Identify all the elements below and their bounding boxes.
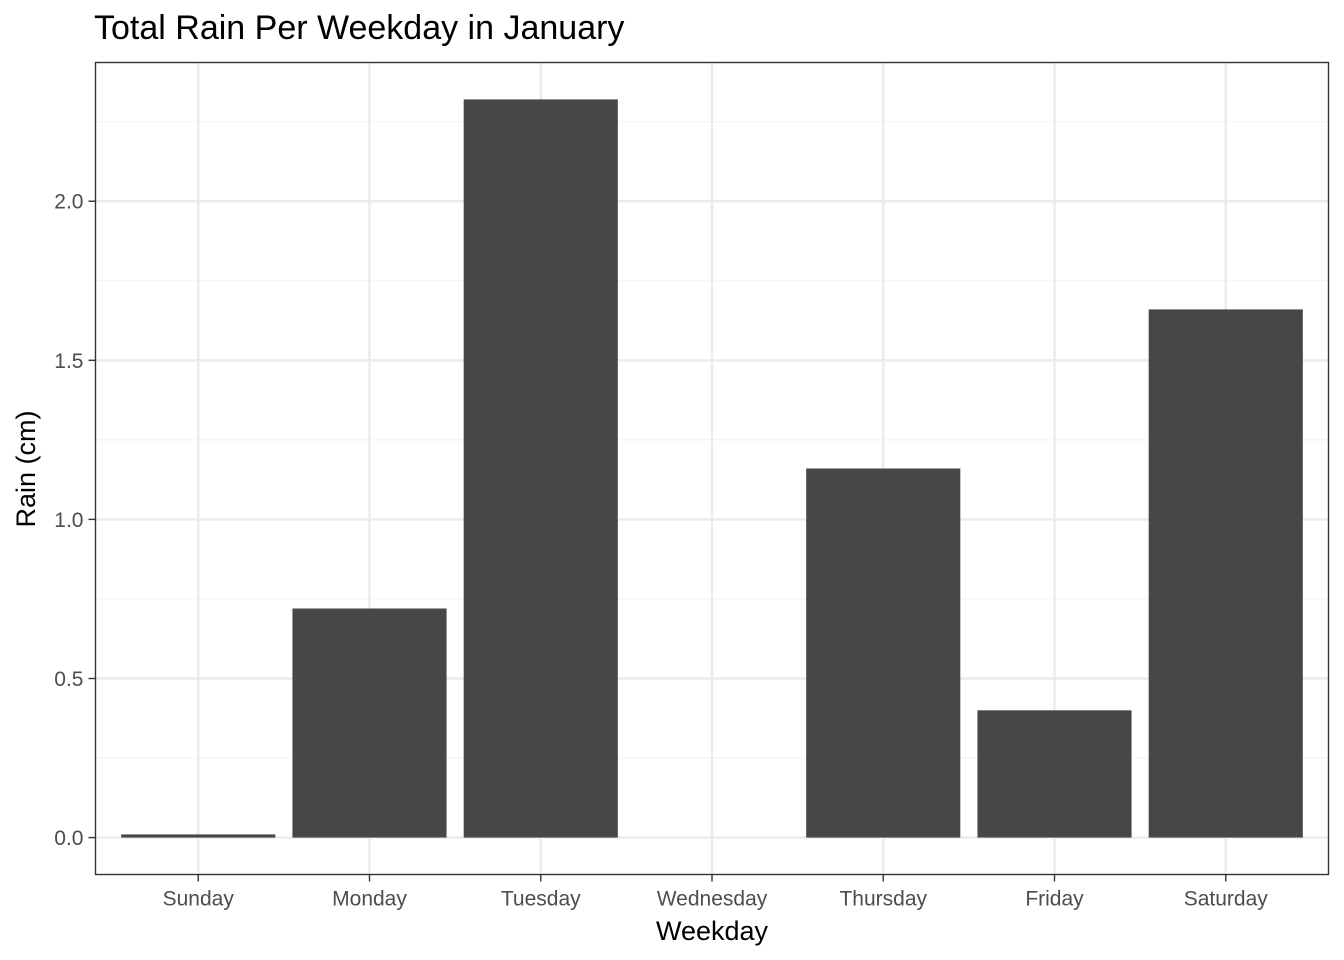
x-tick-label: Sunday [163, 888, 235, 911]
x-tick-label: Wednesday [657, 888, 768, 911]
grid-lines [95, 62, 1329, 875]
bar-friday [977, 710, 1132, 838]
x-tick-label: Tuesday [501, 888, 581, 911]
x-tick-label: Saturday [1184, 888, 1269, 911]
y-axis-ticks: 0.0 0.5 1.0 1.5 2.0 [54, 191, 96, 850]
x-tick-label: Thursday [839, 888, 927, 911]
y-tick-label: 1.0 [54, 509, 83, 532]
x-tick-label: Monday [332, 888, 407, 911]
y-tick-label: 1.5 [54, 350, 83, 373]
y-tick-label: 0.5 [54, 668, 83, 691]
y-axis-title: Rain (cm) [11, 410, 41, 527]
bar-monday [292, 608, 447, 838]
chart-title: Total Rain Per Weekday in January [94, 9, 624, 47]
bars [121, 99, 1303, 838]
x-tick-label: Friday [1025, 888, 1084, 911]
y-tick-label: 2.0 [54, 191, 83, 214]
x-axis-title: Weekday [656, 916, 769, 946]
bar-saturday [1148, 309, 1303, 838]
bar-sunday [121, 834, 276, 838]
y-tick-label: 0.0 [54, 827, 83, 850]
x-axis-ticks: Sunday Monday Tuesday Wednesday Thursday Frid… [163, 874, 1269, 911]
bar-thursday [806, 468, 961, 838]
bar-tuesday [463, 99, 618, 838]
